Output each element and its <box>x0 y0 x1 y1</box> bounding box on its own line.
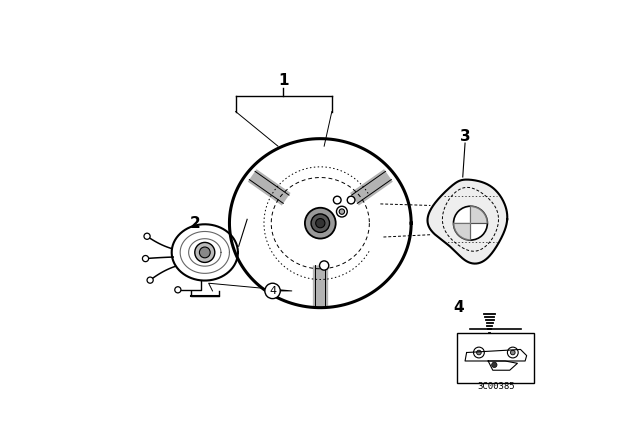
Polygon shape <box>470 206 488 223</box>
Circle shape <box>195 242 215 263</box>
Circle shape <box>348 196 355 204</box>
Circle shape <box>319 261 329 270</box>
Circle shape <box>337 206 348 217</box>
Circle shape <box>200 247 210 258</box>
Text: 4: 4 <box>454 300 464 315</box>
Polygon shape <box>428 180 508 263</box>
Circle shape <box>265 283 280 299</box>
Circle shape <box>147 277 153 283</box>
Circle shape <box>477 350 481 355</box>
Circle shape <box>339 209 344 214</box>
Circle shape <box>492 362 497 367</box>
Circle shape <box>333 196 341 204</box>
Circle shape <box>454 206 488 240</box>
Text: 2: 2 <box>190 215 201 231</box>
Polygon shape <box>454 223 470 240</box>
Circle shape <box>316 219 325 228</box>
Circle shape <box>511 350 515 355</box>
Text: 1: 1 <box>278 73 289 88</box>
Circle shape <box>143 255 148 262</box>
Bar <box>458 332 534 383</box>
Circle shape <box>311 214 330 233</box>
Circle shape <box>305 208 336 238</box>
Circle shape <box>474 347 484 358</box>
Circle shape <box>508 347 518 358</box>
Circle shape <box>175 287 181 293</box>
Text: 3C00385: 3C00385 <box>477 382 515 391</box>
Text: 3: 3 <box>460 129 470 144</box>
Circle shape <box>144 233 150 239</box>
Text: 4: 4 <box>269 286 276 296</box>
